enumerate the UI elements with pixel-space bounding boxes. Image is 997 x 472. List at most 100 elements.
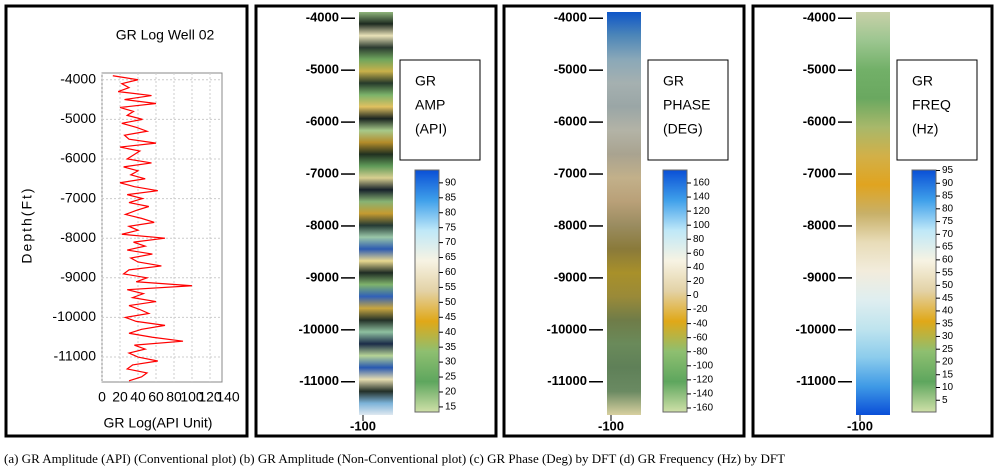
gr-curve: [112, 75, 193, 382]
y-tick-label: -7000: [554, 165, 587, 180]
y-tick-label: -4000: [554, 10, 587, 25]
legend-title: GR: [415, 73, 436, 89]
y-tick-label: -9000: [554, 269, 587, 284]
colorbar-tick-label: 140: [693, 192, 710, 203]
y-tick-label: -4000: [60, 70, 96, 86]
colorbar-tick-label: 50: [942, 280, 954, 291]
legend-title: AMP: [415, 97, 445, 113]
y-tick-label: -8000: [554, 217, 587, 232]
y-tick-label: -7000: [60, 189, 96, 205]
colorbar-tick-label: 35: [445, 342, 457, 353]
y-tick-label: -7000: [306, 165, 339, 180]
legend-box: [399, 59, 481, 161]
colorbar-tick-label: -140: [693, 389, 713, 400]
colorbar-tick-label: -60: [693, 332, 708, 343]
colorbar-tick-label: -160: [693, 403, 713, 414]
legend-box: [896, 59, 978, 161]
legend-title: GR: [663, 73, 684, 89]
y-tick-label: -6000: [60, 150, 96, 166]
colorbar-tick-label: 75: [445, 222, 457, 233]
y-tick-label: -11000: [547, 373, 587, 388]
colorbar-tick-label: 10: [942, 382, 954, 393]
colorbar-tick-label: 60: [693, 248, 705, 259]
colorbar-tick-label: 70: [445, 237, 457, 248]
colorbar-tick-label: 55: [942, 267, 954, 278]
colorbar-tick-label: 30: [445, 357, 457, 368]
x-tick-label: 40: [130, 389, 146, 405]
colorbar-tick-label: 25: [942, 344, 954, 355]
x-tick-label: 80: [166, 389, 182, 405]
colorbar-tick-label: 60: [942, 254, 954, 265]
y-tick-label: -11000: [796, 373, 836, 388]
colorbar-tick-label: 0: [693, 290, 699, 301]
colorbar-tick-label: -120: [693, 375, 713, 386]
y-tick-label: -5000: [306, 62, 339, 77]
y-tick-label: -10000: [796, 321, 836, 336]
colorbar-tick-label: 160: [693, 178, 710, 189]
panel-frame: [4, 4, 249, 438]
colorbar-tick-label: 85: [445, 192, 457, 203]
y-tick-label: -5000: [554, 62, 587, 77]
colorbar-tick-label: 45: [445, 312, 457, 323]
y-tick-label: -11000: [53, 348, 96, 364]
y-tick-label: -4000: [306, 10, 339, 25]
colorbar-tick-label: 75: [942, 216, 954, 227]
legend-title: PHASE: [663, 97, 710, 113]
colorbar-tick-label: -40: [693, 318, 708, 329]
color-strip: [607, 12, 641, 415]
colorbar-tick-label: -100: [693, 360, 713, 371]
colorbar-tick-label: -80: [693, 346, 708, 357]
colorbar-tick-label: 30: [942, 331, 954, 342]
y-tick-label: -5000: [60, 110, 96, 126]
colorbar-tick-label: 80: [942, 203, 954, 214]
colorbar-tick-label: 40: [693, 262, 705, 273]
legend-title: GR: [912, 73, 933, 89]
plot-area: [101, 72, 223, 383]
y-tick-label: -9000: [60, 269, 96, 285]
x-tick-label: 60: [148, 389, 164, 405]
panel-frame: [254, 4, 498, 438]
colorbar-tick-label: -20: [693, 304, 708, 315]
y-tick-label: -10000: [52, 308, 96, 324]
y-tick-label: -6000: [306, 114, 339, 129]
colorbar-tick-label: 80: [693, 234, 705, 245]
colorbar-tick-label: 65: [942, 242, 954, 253]
colorbar-tick-label: 20: [445, 387, 457, 398]
y-tick-label: -9000: [306, 269, 339, 284]
colorbar-tick-label: 85: [942, 191, 954, 202]
color-strip: [359, 12, 393, 415]
colorbar: [911, 169, 937, 413]
legend-title: (DEG): [663, 121, 703, 137]
colorbar-tick-label: 50: [445, 297, 457, 308]
y-axis-label: Depth(Ft): [19, 186, 35, 263]
colorbar-tick-label: 20: [693, 276, 705, 287]
legend-title: (API): [415, 121, 447, 137]
colorbar-tick-label: 95: [942, 165, 954, 176]
panel-frame: [751, 4, 994, 438]
y-tick-label: -10000: [547, 321, 587, 336]
colorbar-tick-label: 35: [942, 318, 954, 329]
x-tick-label: 100: [180, 389, 204, 405]
y-tick-label: -6000: [803, 114, 836, 129]
x-tick-label: 120: [198, 389, 222, 405]
y-tick-label: -8000: [306, 217, 339, 232]
y-tick-label: -4000: [803, 10, 836, 25]
colorbar-tick-label: 40: [942, 306, 954, 317]
y-tick-label: -8000: [803, 217, 836, 232]
y-tick-label: -6000: [554, 114, 587, 129]
colorbar-tick-label: 70: [942, 229, 954, 240]
y-tick-label: -10000: [299, 321, 339, 336]
colorbar-tick-label: 20: [942, 357, 954, 368]
colorbar-tick-label: 25: [445, 372, 457, 383]
x-tick-label: 140: [216, 389, 240, 405]
colorbar-tick-label: 15: [445, 402, 457, 413]
x-tick-label: -100: [598, 418, 624, 433]
colorbar-tick-label: 45: [942, 293, 954, 304]
colorbar-tick-label: 90: [942, 178, 954, 189]
x-tick-label: 20: [112, 389, 128, 405]
legend-title: (Hz): [912, 121, 938, 137]
colorbar-tick-label: 55: [445, 282, 457, 293]
panel-frame: [502, 4, 746, 438]
x-tick-label: -100: [847, 418, 873, 433]
